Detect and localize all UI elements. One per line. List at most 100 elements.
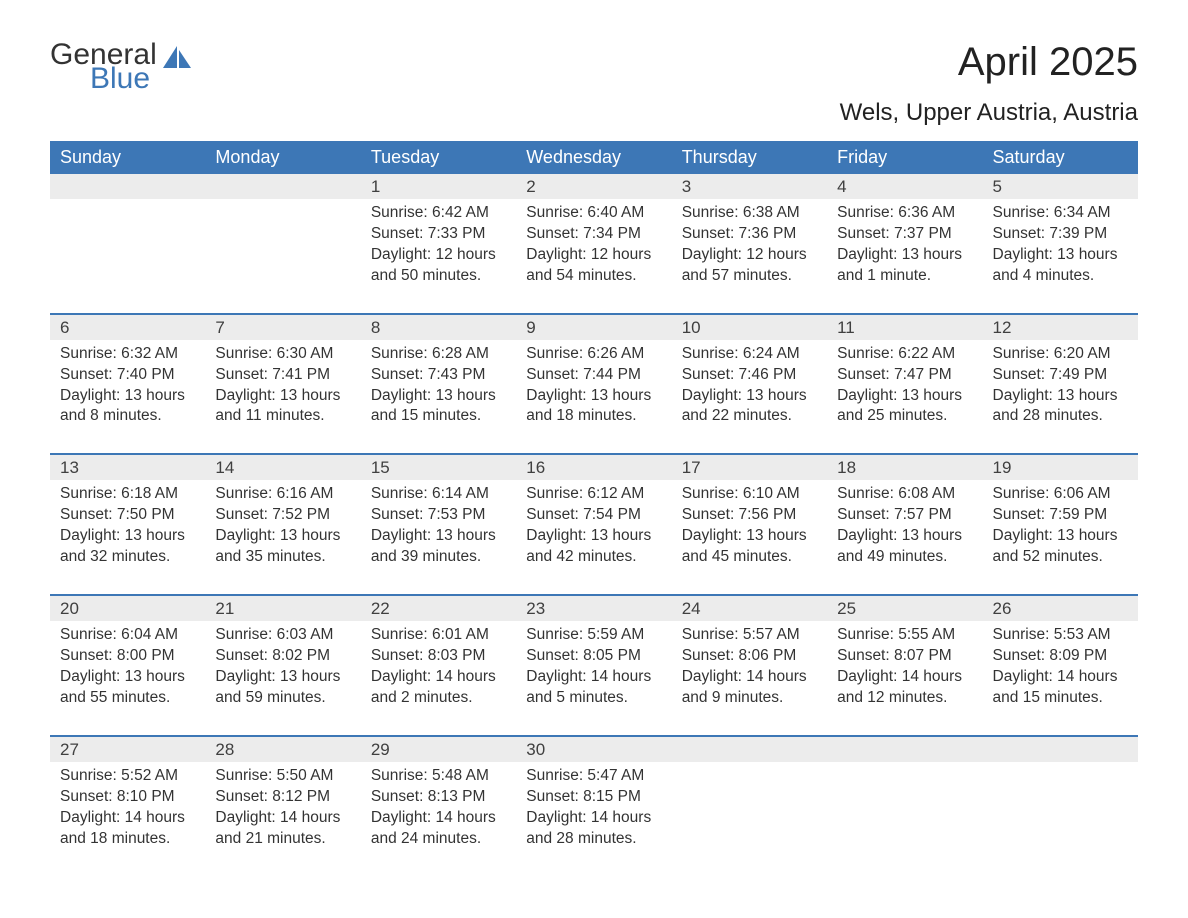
day-number: 16	[516, 455, 671, 480]
daylight-text: Daylight: 13 hours and 42 minutes.	[526, 526, 661, 568]
sunset-text: Sunset: 7:47 PM	[837, 365, 972, 386]
sunrise-text: Sunrise: 5:55 AM	[837, 625, 972, 646]
week-row: 20212223242526Sunrise: 6:04 AMSunset: 8:…	[50, 594, 1138, 735]
day-cell: Sunrise: 5:59 AMSunset: 8:05 PMDaylight:…	[516, 621, 671, 735]
day-cell: Sunrise: 5:55 AMSunset: 8:07 PMDaylight:…	[827, 621, 982, 735]
day-number: 19	[983, 455, 1138, 480]
daylight-text: Daylight: 12 hours and 50 minutes.	[371, 245, 506, 287]
sunrise-text: Sunrise: 6:18 AM	[60, 484, 195, 505]
daylight-text: Daylight: 13 hours and 35 minutes.	[215, 526, 350, 568]
day-cell: Sunrise: 6:12 AMSunset: 7:54 PMDaylight:…	[516, 480, 671, 594]
dow-sunday: Sunday	[50, 141, 205, 174]
daylight-text: Daylight: 12 hours and 54 minutes.	[526, 245, 661, 287]
dow-wednesday: Wednesday	[516, 141, 671, 174]
logo-word-blue: Blue	[90, 64, 157, 94]
sunset-text: Sunset: 8:06 PM	[682, 646, 817, 667]
day-number-row: 27282930	[50, 737, 1138, 762]
day-number-row: 13141516171819	[50, 455, 1138, 480]
day-number: 26	[983, 596, 1138, 621]
day-cell: Sunrise: 6:04 AMSunset: 8:00 PMDaylight:…	[50, 621, 205, 735]
day-number: 4	[827, 174, 982, 199]
sunrise-text: Sunrise: 6:12 AM	[526, 484, 661, 505]
daylight-text: Daylight: 14 hours and 15 minutes.	[993, 667, 1128, 709]
daylight-text: Daylight: 14 hours and 9 minutes.	[682, 667, 817, 709]
day-number: 23	[516, 596, 671, 621]
sunset-text: Sunset: 7:33 PM	[371, 224, 506, 245]
sunset-text: Sunset: 7:57 PM	[837, 505, 972, 526]
daylight-text: Daylight: 13 hours and 55 minutes.	[60, 667, 195, 709]
day-cell: Sunrise: 6:03 AMSunset: 8:02 PMDaylight:…	[205, 621, 360, 735]
daylight-text: Daylight: 13 hours and 25 minutes.	[837, 386, 972, 428]
day-number: 1	[361, 174, 516, 199]
daylight-text: Daylight: 14 hours and 18 minutes.	[60, 808, 195, 850]
day-content-row: Sunrise: 6:18 AMSunset: 7:50 PMDaylight:…	[50, 480, 1138, 594]
sunset-text: Sunset: 8:15 PM	[526, 787, 661, 808]
day-number: 8	[361, 315, 516, 340]
sunset-text: Sunset: 7:52 PM	[215, 505, 350, 526]
day-cell	[827, 762, 982, 876]
sunrise-text: Sunrise: 6:38 AM	[682, 203, 817, 224]
day-number	[827, 737, 982, 762]
day-number	[672, 737, 827, 762]
week-row: 13141516171819Sunrise: 6:18 AMSunset: 7:…	[50, 453, 1138, 594]
sunset-text: Sunset: 7:40 PM	[60, 365, 195, 386]
sunrise-text: Sunrise: 5:52 AM	[60, 766, 195, 787]
sunset-text: Sunset: 7:39 PM	[993, 224, 1128, 245]
day-cell: Sunrise: 5:47 AMSunset: 8:15 PMDaylight:…	[516, 762, 671, 876]
day-cell	[50, 199, 205, 313]
calendar: Sunday Monday Tuesday Wednesday Thursday…	[50, 141, 1138, 875]
logo-text: General Blue	[50, 40, 157, 94]
dow-monday: Monday	[205, 141, 360, 174]
day-number: 17	[672, 455, 827, 480]
daylight-text: Daylight: 13 hours and 22 minutes.	[682, 386, 817, 428]
sunrise-text: Sunrise: 6:42 AM	[371, 203, 506, 224]
day-number: 28	[205, 737, 360, 762]
day-number: 21	[205, 596, 360, 621]
sunrise-text: Sunrise: 6:40 AM	[526, 203, 661, 224]
sail-icon	[163, 46, 191, 68]
sunset-text: Sunset: 8:12 PM	[215, 787, 350, 808]
day-number: 6	[50, 315, 205, 340]
day-cell	[983, 762, 1138, 876]
day-number: 29	[361, 737, 516, 762]
day-cell: Sunrise: 6:36 AMSunset: 7:37 PMDaylight:…	[827, 199, 982, 313]
daylight-text: Daylight: 13 hours and 15 minutes.	[371, 386, 506, 428]
day-number: 13	[50, 455, 205, 480]
daylight-text: Daylight: 13 hours and 39 minutes.	[371, 526, 506, 568]
week-row: 12345Sunrise: 6:42 AMSunset: 7:33 PMDayl…	[50, 174, 1138, 313]
sunrise-text: Sunrise: 5:48 AM	[371, 766, 506, 787]
daylight-text: Daylight: 14 hours and 2 minutes.	[371, 667, 506, 709]
daylight-text: Daylight: 12 hours and 57 minutes.	[682, 245, 817, 287]
day-content-row: Sunrise: 6:42 AMSunset: 7:33 PMDaylight:…	[50, 199, 1138, 313]
day-number: 10	[672, 315, 827, 340]
day-cell: Sunrise: 6:20 AMSunset: 7:49 PMDaylight:…	[983, 340, 1138, 454]
day-number: 11	[827, 315, 982, 340]
dow-tuesday: Tuesday	[361, 141, 516, 174]
sunset-text: Sunset: 8:13 PM	[371, 787, 506, 808]
sunrise-text: Sunrise: 5:50 AM	[215, 766, 350, 787]
day-number: 15	[361, 455, 516, 480]
daylight-text: Daylight: 13 hours and 8 minutes.	[60, 386, 195, 428]
sunrise-text: Sunrise: 6:08 AM	[837, 484, 972, 505]
sunset-text: Sunset: 7:54 PM	[526, 505, 661, 526]
day-cell: Sunrise: 6:38 AMSunset: 7:36 PMDaylight:…	[672, 199, 827, 313]
sunrise-text: Sunrise: 5:57 AM	[682, 625, 817, 646]
sunrise-text: Sunrise: 6:26 AM	[526, 344, 661, 365]
sunrise-text: Sunrise: 6:32 AM	[60, 344, 195, 365]
daylight-text: Daylight: 13 hours and 18 minutes.	[526, 386, 661, 428]
sunset-text: Sunset: 8:03 PM	[371, 646, 506, 667]
day-cell	[672, 762, 827, 876]
week-row: 27282930Sunrise: 5:52 AMSunset: 8:10 PMD…	[50, 735, 1138, 876]
day-content-row: Sunrise: 5:52 AMSunset: 8:10 PMDaylight:…	[50, 762, 1138, 876]
location: Wels, Upper Austria, Austria	[840, 99, 1138, 127]
day-cell: Sunrise: 5:48 AMSunset: 8:13 PMDaylight:…	[361, 762, 516, 876]
day-content-row: Sunrise: 6:04 AMSunset: 8:00 PMDaylight:…	[50, 621, 1138, 735]
sunset-text: Sunset: 8:10 PM	[60, 787, 195, 808]
sunset-text: Sunset: 7:44 PM	[526, 365, 661, 386]
day-cell: Sunrise: 6:08 AMSunset: 7:57 PMDaylight:…	[827, 480, 982, 594]
month-title: April 2025	[840, 40, 1138, 85]
sunset-text: Sunset: 8:07 PM	[837, 646, 972, 667]
day-cell: Sunrise: 6:40 AMSunset: 7:34 PMDaylight:…	[516, 199, 671, 313]
daylight-text: Daylight: 13 hours and 1 minute.	[837, 245, 972, 287]
day-cell: Sunrise: 6:01 AMSunset: 8:03 PMDaylight:…	[361, 621, 516, 735]
